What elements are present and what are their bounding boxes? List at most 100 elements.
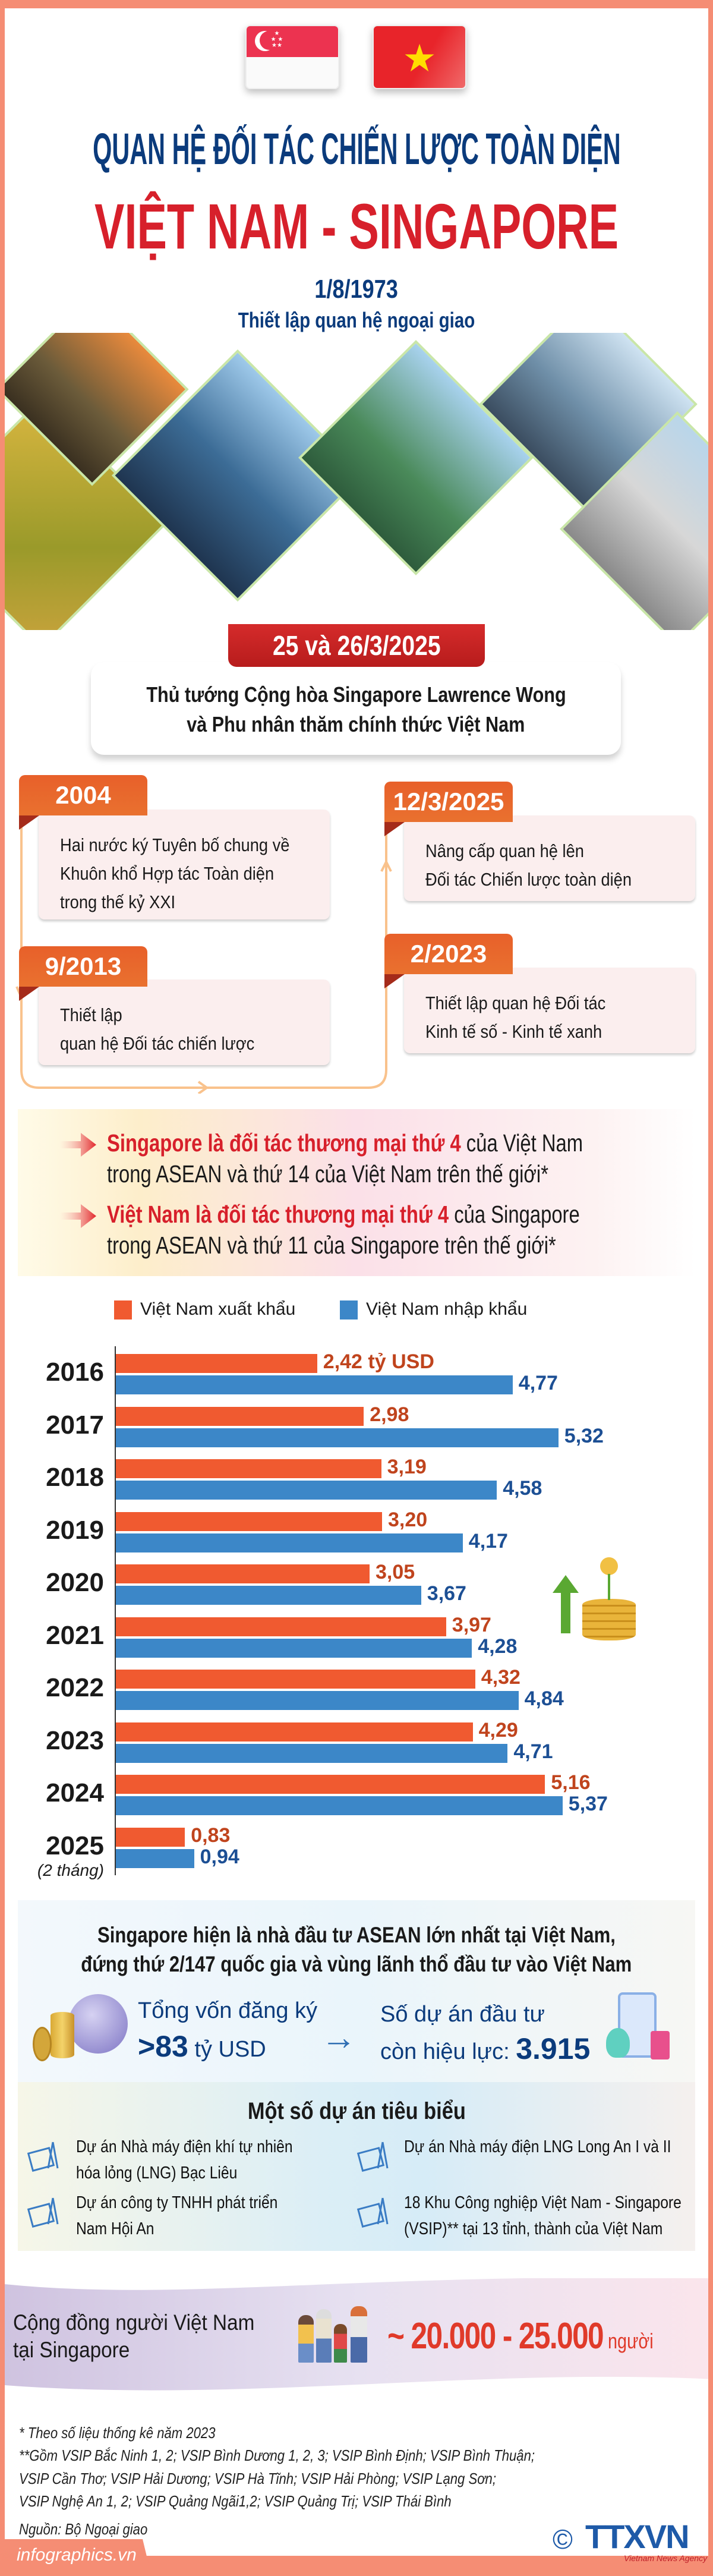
visit-box: Thủ tướng Cộng hòa Singapore Lawrence Wo…: [91, 662, 621, 755]
project-1-line2: hóa lỏng (LNG) Bạc Liêu: [76, 2164, 238, 2183]
capital-label: Tổng vốn đăng ký: [138, 1998, 318, 2023]
blueprint-icon: [27, 2142, 59, 2172]
blueprint-icon: [27, 2197, 59, 2228]
legend-swatch-export: [114, 1300, 132, 1320]
timeline-2013-line1: Thiết lập: [60, 1004, 122, 1025]
trade-facts-band: [18, 1109, 695, 1276]
projects-label2: còn hiệu lực:: [380, 2039, 516, 2064]
export-bar: [116, 1617, 446, 1636]
project-4-line2: (VSIP)** tại 13 tỉnh, thành của Việt Nam: [404, 2219, 663, 2238]
projects-title: Một số dự án tiêu biểu: [0, 2098, 713, 2125]
export-bar: [116, 1827, 185, 1847]
footnote-2-line1: **Gồm VSIP Bắc Ninh 1, 2; VSIP Bình Dươn…: [19, 2446, 535, 2464]
visit-date-badge: 25 và 26/3/2025: [228, 624, 485, 667]
export-bar: [116, 1775, 545, 1794]
trade-fact-1-highlight: Singapore là đối tác thương mại thứ 4: [107, 1129, 461, 1157]
trade-fact-2-line1: Việt Nam là đối tác thương mại thứ 4 của…: [107, 1201, 580, 1229]
chart-axis: [115, 1346, 116, 1875]
source-note: Nguồn: Bộ Ngoại giao: [19, 2520, 148, 2538]
arrow-right-icon: [59, 1204, 96, 1228]
export-bar: [116, 1511, 382, 1531]
community-unit: người: [603, 2329, 654, 2353]
visit-line1: Thủ tướng Cộng hòa Singapore Lawrence Wo…: [146, 682, 566, 707]
timeline-box-2023: Thiết lập quan hệ Đối tác Kinh tế số - K…: [404, 968, 695, 1053]
projects-value: còn hiệu lực: 3.915: [380, 2032, 590, 2066]
year-label: 2023: [46, 1725, 104, 1755]
import-value-label: 4,58: [503, 1477, 542, 1500]
export-value-label: 3,97: [452, 1613, 491, 1636]
import-value-label: 3,67: [427, 1582, 466, 1605]
timeline-tab-2004: 2004: [19, 775, 147, 815]
import-value-label: 4,77: [518, 1372, 558, 1394]
project-3-line2: Nam Hội An: [76, 2219, 154, 2238]
projects-label: Số dự án đầu tư: [380, 2002, 545, 2027]
establish-date: 1/8/1973: [0, 275, 713, 304]
timeline-box-2025: Nâng cấp quan hệ lên Đối tác Chiến lược …: [404, 815, 695, 901]
year-label: 2019: [46, 1515, 104, 1545]
legend-label-import: Việt Nam nhập khẩu: [366, 1299, 528, 1319]
footnote-2-line3: VSIP Nghệ An 1, 2; VSIP Quảng Ngãi1,2; V…: [19, 2492, 452, 2510]
year-label: 2016: [46, 1358, 104, 1387]
copyright-icon: ©: [553, 2524, 573, 2555]
export-value-label: 4,32: [481, 1666, 520, 1689]
site-link[interactable]: infographics.vn: [17, 2545, 137, 2565]
export-value-label: 3,19: [387, 1456, 427, 1478]
export-bar: [116, 1564, 370, 1583]
vietnam-flag-icon: ★: [373, 25, 466, 89]
import-bar: [116, 1533, 463, 1552]
singapore-flag-icon: ★ ★ ★ ★★: [245, 25, 339, 89]
timeline-2025-line1: Nâng cấp quan hệ lên: [425, 840, 584, 861]
import-bar: [116, 1375, 513, 1394]
year-label: 2024: [46, 1778, 104, 1807]
project-item-1: Dự án Nhà máy điện khí tự nhiên hóa lỏng …: [76, 2134, 331, 2186]
investment-headline-1: Singapore hiện là nhà đầu tư ASEAN lớn n…: [0, 1923, 713, 1948]
investment-line2: đứng thứ 2/147 quốc gia và vùng lãnh thổ…: [81, 1952, 632, 1976]
timeline-2023-line2: Kinh tế số - Kinh tế xanh: [425, 1021, 602, 1042]
year-label: 2021: [46, 1620, 104, 1650]
timeline-date: 9/2013: [45, 952, 122, 980]
timeline-2025-line2: Đối tác Chiến lược toàn diện: [425, 869, 632, 890]
year-note: (2 tháng): [37, 1860, 104, 1879]
year-label: 2020: [46, 1568, 104, 1597]
community-number: ~ 20.000 - 25.000: [387, 2316, 604, 2357]
export-value-label: 2,98: [370, 1403, 409, 1426]
project-3-line1: Dự án công ty TNHH phát triển: [76, 2193, 278, 2212]
title-line1: QUAN HỆ ĐỐI TÁC CHIẾN LƯỢC TOÀN DIỆN: [0, 124, 713, 174]
export-value-label: 5,16: [551, 1771, 591, 1794]
timeline-2004-line2: Khuôn khổ Hợp tác Toàn diện: [60, 863, 275, 884]
title-line1-text: QUAN HỆ ĐỐI TÁC CHIẾN LƯỢC TOÀN DIỆN: [92, 124, 621, 174]
trade-fact-2-rest: của Singapore: [449, 1201, 580, 1228]
year-label: 2022: [46, 1673, 104, 1702]
export-value-label: 4,29: [478, 1718, 518, 1742]
import-bar: [116, 1481, 497, 1500]
trade-fact-1-line2: trong ASEAN và thứ 14 của Việt Nam trên …: [107, 1160, 548, 1188]
investment-section: [18, 1900, 695, 2082]
project-2-line1: Dự án Nhà máy điện LNG Long An I và II: [404, 2137, 671, 2156]
trade-fact-2-line2: trong ASEAN và thứ 11 của Singapore trên…: [107, 1232, 556, 1259]
project-item-2: Dự án Nhà máy điện LNG Long An I và II: [404, 2134, 713, 2160]
import-value-label: 4,71: [513, 1740, 553, 1763]
year-label: 2025: [46, 1831, 104, 1860]
import-value-label: 4,28: [478, 1635, 518, 1658]
investment-line1: Singapore hiện là nhà đầu tư ASEAN lớn n…: [97, 1923, 616, 1947]
timeline-date: 2004: [55, 781, 111, 809]
import-value-label: 4,17: [468, 1529, 508, 1552]
legend-label-export: Việt Nam xuất khẩu: [140, 1299, 296, 1319]
export-bar: [116, 1722, 473, 1742]
title-line2: VIỆT NAM - SINGAPORE: [0, 189, 713, 263]
project-4-line1: 18 Khu Công nghiệp Việt Nam - Singapore: [404, 2193, 682, 2212]
clipboard-calculator-icon: [600, 1992, 677, 2067]
community-value: ~ 20.000 - 25.000 người: [387, 2315, 654, 2357]
arrow-right-icon: [59, 1133, 96, 1157]
timeline-box-2013: Thiết lập quan hệ Đối tác chiến lược: [39, 980, 330, 1065]
people-group-illustration: [292, 2303, 378, 2363]
export-bar: [116, 1406, 364, 1426]
blueprint-icon: [356, 2142, 389, 2172]
arrow-right-icon: →: [321, 2017, 356, 2057]
gardens-by-the-bay-photo: [298, 340, 534, 575]
trade-fact-1-line1: Singapore là đối tác thương mại thứ 4 củ…: [107, 1129, 583, 1157]
community-label: Cộng đồng người Việt Nam tại Singapore: [13, 2309, 282, 2364]
import-bar: [116, 1743, 508, 1763]
photo-collage: [0, 333, 713, 630]
timeline-tab-2025: 12/3/2025: [384, 782, 513, 822]
